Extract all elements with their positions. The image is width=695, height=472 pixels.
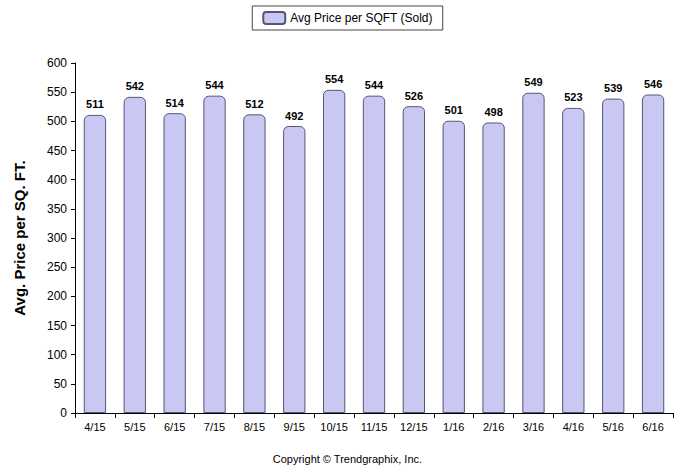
svg-text:250: 250 xyxy=(47,260,67,274)
svg-text:600: 600 xyxy=(47,56,67,70)
svg-text:200: 200 xyxy=(47,289,67,303)
svg-text:3/16: 3/16 xyxy=(523,421,544,433)
svg-text:5/16: 5/16 xyxy=(602,421,623,433)
svg-text:0: 0 xyxy=(60,406,67,420)
svg-text:50: 50 xyxy=(54,377,68,391)
svg-text:100: 100 xyxy=(47,348,67,362)
svg-text:450: 450 xyxy=(47,144,67,158)
svg-text:501: 501 xyxy=(445,104,463,116)
svg-text:1/16: 1/16 xyxy=(443,421,464,433)
svg-text:546: 546 xyxy=(644,78,662,90)
svg-text:11/15: 11/15 xyxy=(361,421,388,433)
svg-text:400: 400 xyxy=(47,173,67,187)
svg-text:Avg Price per SQFT (Sold): Avg Price per SQFT (Sold) xyxy=(290,11,432,25)
svg-text:10/15: 10/15 xyxy=(320,421,348,433)
svg-text:12/15: 12/15 xyxy=(400,421,428,433)
svg-text:6/16: 6/16 xyxy=(642,421,663,433)
svg-text:150: 150 xyxy=(47,319,67,333)
svg-text:350: 350 xyxy=(47,202,67,216)
svg-text:526: 526 xyxy=(405,90,423,102)
svg-text:8/15: 8/15 xyxy=(244,421,265,433)
svg-text:9/15: 9/15 xyxy=(284,421,305,433)
svg-text:Copyright © Trendgraphix, Inc.: Copyright © Trendgraphix, Inc. xyxy=(273,453,422,465)
svg-text:2/16: 2/16 xyxy=(483,421,504,433)
svg-text:7/15: 7/15 xyxy=(204,421,225,433)
svg-text:550: 550 xyxy=(47,85,67,99)
svg-text:554: 554 xyxy=(325,73,344,85)
svg-text:514: 514 xyxy=(165,97,184,109)
svg-text:498: 498 xyxy=(484,106,502,118)
svg-text:5/15: 5/15 xyxy=(124,421,145,433)
svg-text:6/15: 6/15 xyxy=(164,421,185,433)
svg-text:4/16: 4/16 xyxy=(563,421,584,433)
svg-text:549: 549 xyxy=(524,76,542,88)
svg-text:Avg. Price per SQ. FT.: Avg. Price per SQ. FT. xyxy=(11,160,28,315)
svg-text:542: 542 xyxy=(126,80,144,92)
svg-text:492: 492 xyxy=(285,110,303,122)
svg-text:512: 512 xyxy=(245,98,263,110)
svg-text:523: 523 xyxy=(564,91,582,103)
svg-text:4/15: 4/15 xyxy=(84,421,105,433)
svg-text:539: 539 xyxy=(604,82,622,94)
svg-text:500: 500 xyxy=(47,114,67,128)
svg-text:511: 511 xyxy=(86,98,104,110)
svg-text:300: 300 xyxy=(47,231,67,245)
svg-text:544: 544 xyxy=(205,79,224,91)
svg-text:544: 544 xyxy=(365,79,384,91)
